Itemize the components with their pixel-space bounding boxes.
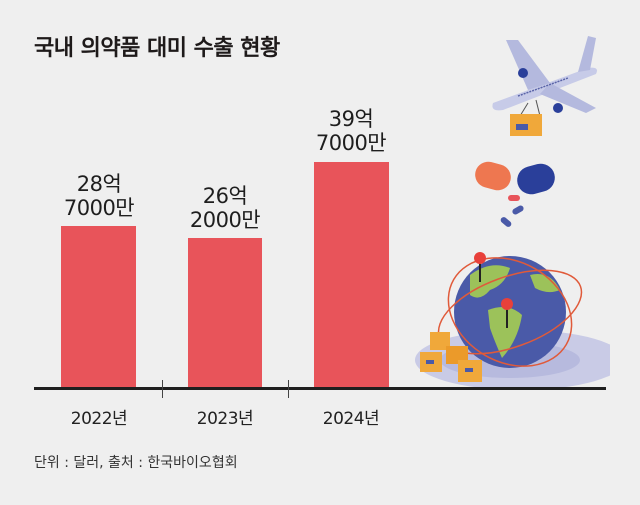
capsule-pills-icon [475,161,555,227]
bar-2023 [188,238,262,387]
value-label-2023: 26억 2000만 [174,184,276,232]
value-label-2024: 39억 7000만 [300,107,402,155]
value-label-line2: 7000만 [63,196,135,220]
bar-2024 [314,162,389,387]
x-axis-tick [162,380,163,398]
cargo-boxes-icon [420,332,482,382]
x-tick-label-2024: 2024년 [322,409,380,429]
value-label-line1: 28억 [76,172,122,196]
x-axis-line [34,387,606,390]
bar-2022 [61,226,136,387]
value-label-line1: 39억 [328,107,374,131]
value-label-line2: 2000만 [189,208,261,232]
value-label-line1: 26억 [202,184,248,208]
x-tick-label-2023: 2023년 [196,409,254,429]
airplane-with-cargo-icon [492,36,597,136]
x-axis-tick [288,380,289,398]
source-note: 단위 : 달러, 출처 : 한국바이오협회 [34,455,238,471]
value-label-line2: 7000만 [315,131,387,155]
value-label-2022: 28억 7000만 [48,172,150,220]
chart-title: 국내 의약품 대미 수출 현황 [34,36,280,61]
x-tick-label-2022: 2022년 [70,409,128,429]
